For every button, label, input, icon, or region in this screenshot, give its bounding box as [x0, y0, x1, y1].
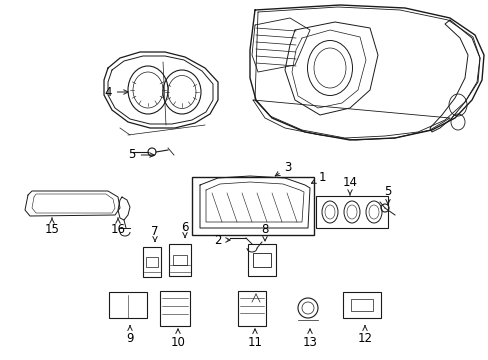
Text: 1: 1 [311, 171, 325, 184]
Text: 6: 6 [181, 221, 188, 237]
Bar [160, 291, 190, 325]
Bar [142, 247, 161, 277]
Text: 10: 10 [170, 329, 185, 348]
Text: 13: 13 [302, 329, 317, 348]
Text: 3: 3 [275, 162, 291, 176]
Bar [109, 292, 147, 318]
Text: 2: 2 [214, 234, 230, 247]
Bar [252, 253, 270, 267]
Text: 16: 16 [110, 218, 125, 237]
Text: 14: 14 [342, 176, 357, 195]
Bar [192, 177, 313, 235]
Bar [146, 257, 158, 267]
Text: 9: 9 [126, 326, 134, 345]
Bar [247, 244, 275, 276]
Text: 7: 7 [151, 225, 159, 242]
Bar [342, 292, 380, 318]
Text: 5: 5 [128, 148, 154, 162]
Text: 15: 15 [44, 218, 60, 237]
Bar [315, 196, 387, 228]
Text: 11: 11 [247, 329, 262, 348]
Bar [169, 244, 191, 276]
Bar [238, 291, 265, 325]
Text: 12: 12 [357, 326, 372, 345]
Text: 8: 8 [261, 224, 268, 241]
Text: 4: 4 [104, 85, 128, 99]
Bar [173, 255, 186, 265]
Bar [350, 299, 372, 311]
Text: 5: 5 [384, 185, 391, 204]
